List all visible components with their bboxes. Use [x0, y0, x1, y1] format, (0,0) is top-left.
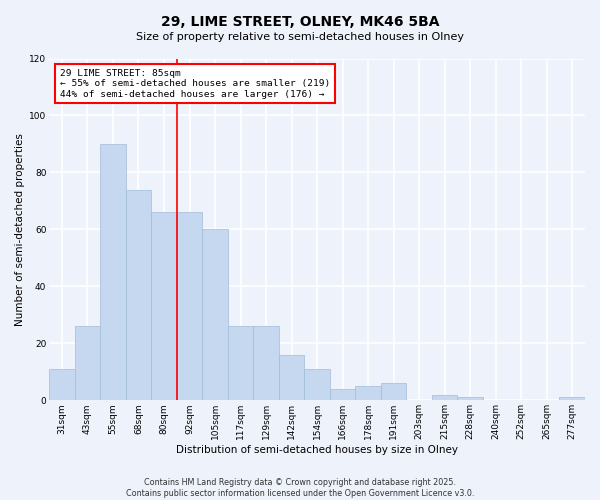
Bar: [381, 383, 406, 400]
Bar: [126, 190, 151, 400]
Bar: [253, 326, 279, 400]
Bar: [559, 398, 585, 400]
Bar: [432, 394, 457, 400]
Bar: [279, 354, 304, 401]
Bar: [202, 230, 228, 400]
Text: 29, LIME STREET, OLNEY, MK46 5BA: 29, LIME STREET, OLNEY, MK46 5BA: [161, 15, 439, 29]
Bar: [330, 389, 355, 400]
Bar: [304, 369, 330, 400]
Text: Size of property relative to semi-detached houses in Olney: Size of property relative to semi-detach…: [136, 32, 464, 42]
Bar: [228, 326, 253, 400]
Bar: [75, 326, 100, 400]
Bar: [355, 386, 381, 400]
Bar: [151, 212, 177, 400]
X-axis label: Distribution of semi-detached houses by size in Olney: Distribution of semi-detached houses by …: [176, 445, 458, 455]
Y-axis label: Number of semi-detached properties: Number of semi-detached properties: [15, 133, 25, 326]
Text: 29 LIME STREET: 85sqm
← 55% of semi-detached houses are smaller (219)
44% of sem: 29 LIME STREET: 85sqm ← 55% of semi-deta…: [60, 69, 330, 98]
Bar: [457, 398, 483, 400]
Bar: [49, 369, 75, 400]
Text: Contains HM Land Registry data © Crown copyright and database right 2025.
Contai: Contains HM Land Registry data © Crown c…: [126, 478, 474, 498]
Bar: [177, 212, 202, 400]
Bar: [100, 144, 126, 401]
